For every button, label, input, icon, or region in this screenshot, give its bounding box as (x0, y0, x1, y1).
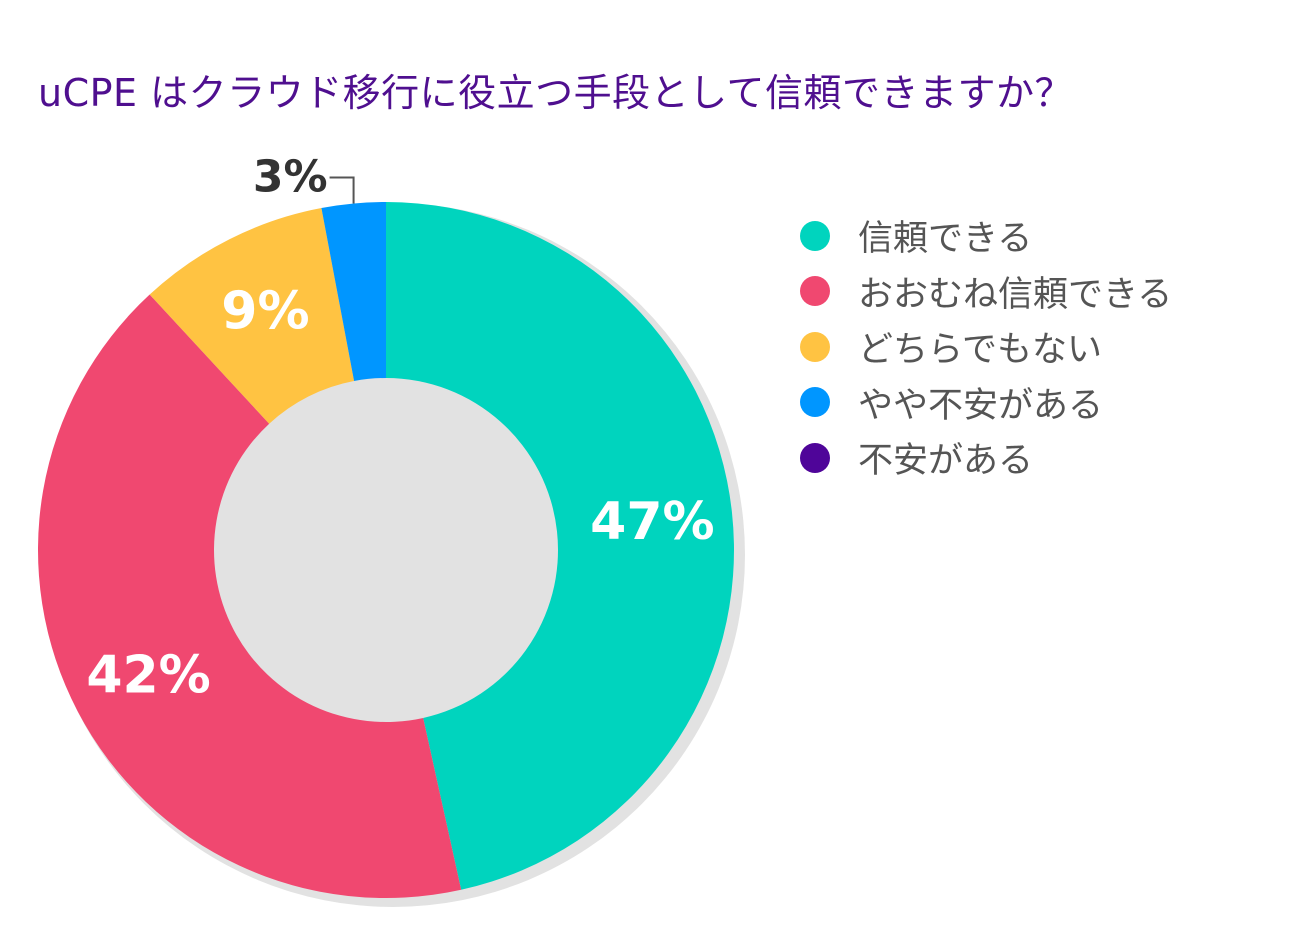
donut-slices (37, 202, 735, 899)
legend-swatch (800, 276, 830, 307)
donut-chart: 47% 42% 9% 3% (37, 152, 745, 907)
legend-item: おおむね信頼できる (800, 264, 1172, 320)
slice-value-label: 3% (253, 152, 328, 203)
chart-title: uCPE はクラウド移行に役立つ手段として信頼できますか？ (38, 71, 1073, 115)
legend: 信頼できるおおむね信頼できる どちらでもない やや不安がある 不安がある (800, 208, 1172, 486)
legend-label: どちらでもない (858, 330, 1102, 371)
legend-item: 不安がある (800, 430, 1172, 486)
donut-slice (149, 208, 355, 424)
leader-line (329, 176, 355, 204)
donut-slice (37, 294, 462, 899)
leader-lines (329, 176, 355, 204)
legend-label: 不安がある (858, 441, 1034, 482)
legend-swatch (800, 331, 830, 362)
legend-swatch (800, 220, 830, 251)
donut-slice (386, 202, 735, 890)
slice-value-label: 9% (221, 282, 309, 342)
slice-value-label: 42% (86, 645, 210, 705)
legend-label: おおむね信頼できる (858, 274, 1173, 315)
legend-item: どちらでもない (800, 319, 1172, 375)
legend-label: 信頼できる (858, 219, 1033, 260)
donut-slice (321, 202, 386, 381)
legend-item: やや不安がある (800, 375, 1172, 431)
slice-value-label: 47% (590, 492, 714, 552)
data-labels: 47% 42% 9% 3% (86, 152, 714, 706)
legend-swatch (800, 442, 830, 473)
legend-item: 信頼できる (800, 208, 1172, 264)
legend-label: やや不安がある (858, 385, 1104, 426)
legend-swatch (800, 387, 830, 418)
